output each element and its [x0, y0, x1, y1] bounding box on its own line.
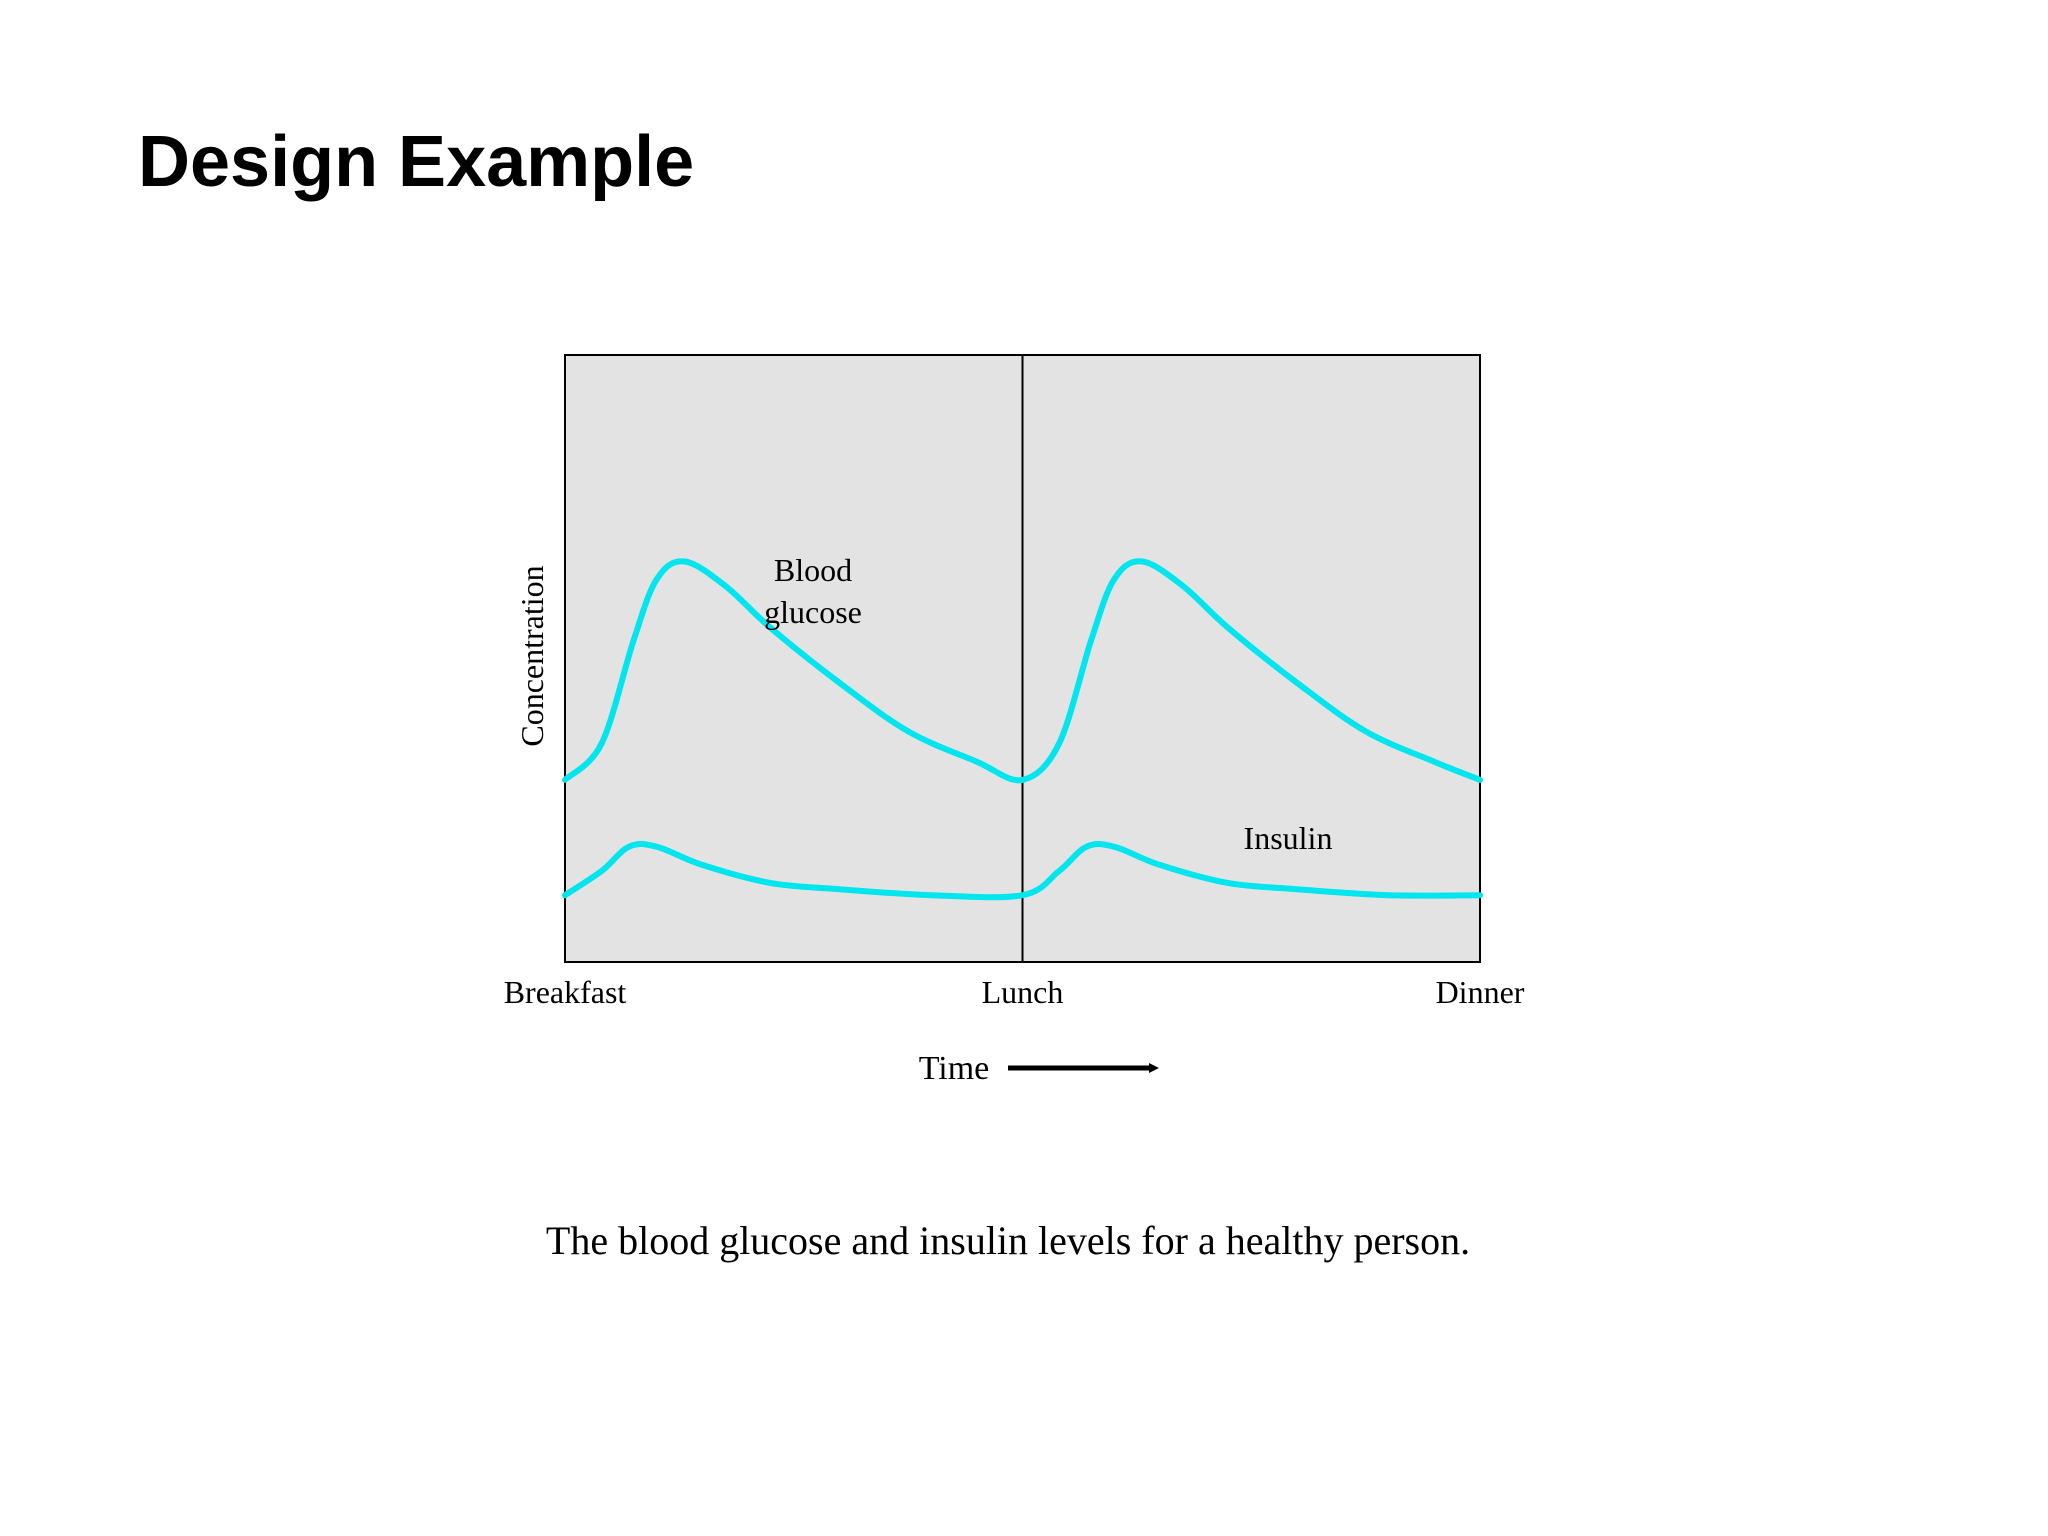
series-label-blood-glucose-line-2: glucose	[764, 594, 862, 630]
series-layer: Blood glucose Insulin	[562, 552, 1483, 901]
series-label-blood-glucose-line-1: Blood	[774, 552, 852, 588]
x-tick-label-breakfast: Breakfast	[504, 974, 627, 1010]
x-axis-label: Time	[919, 1050, 990, 1087]
series-label-insulin-line-1: Insulin	[1244, 820, 1333, 856]
series-line-blood-glucose	[562, 558, 1483, 784]
x-tick-labels: Breakfast Lunch Dinner	[504, 974, 1525, 1010]
figure-caption: The blood glucose and insulin levels for…	[546, 1218, 1470, 1263]
y-axis-label: Concentration	[514, 565, 550, 746]
series-line-insulin	[562, 841, 1483, 901]
x-tick-label-lunch: Lunch	[982, 974, 1064, 1010]
x-tick-label-dinner: Dinner	[1436, 974, 1525, 1010]
slide-title: Design Example	[138, 122, 695, 202]
